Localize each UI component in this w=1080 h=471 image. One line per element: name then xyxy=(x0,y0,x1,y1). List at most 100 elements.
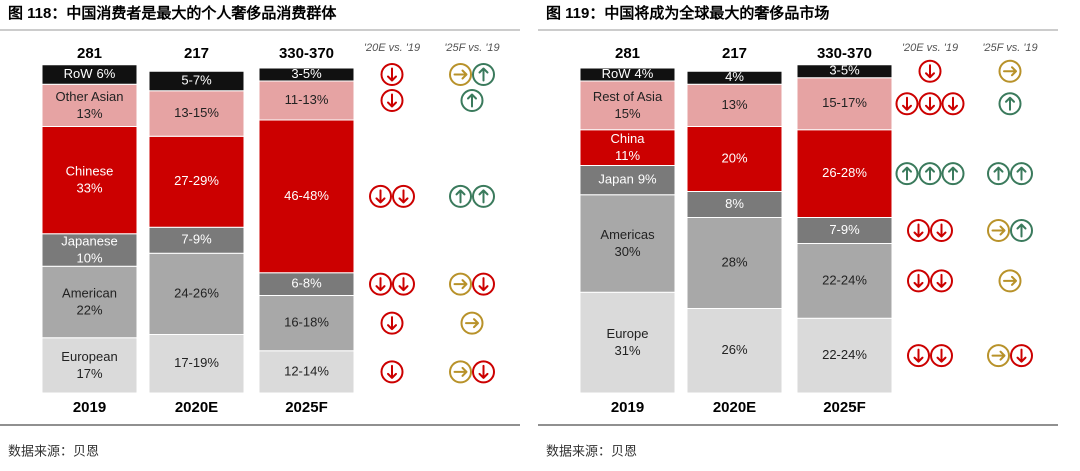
total-label: 281 xyxy=(615,45,640,62)
arrow-right xyxy=(453,69,468,80)
bar-segment xyxy=(41,83,138,127)
change-arrow xyxy=(472,184,495,208)
value-label: 22-24% xyxy=(822,272,867,287)
value-label: 15-17% xyxy=(822,95,867,110)
x-tick-label: 2019 xyxy=(611,399,644,416)
change-arrow xyxy=(907,269,930,293)
x-tick-label: 2020E xyxy=(175,399,218,416)
value-label: 5-7% xyxy=(181,72,212,87)
bar-segment xyxy=(258,350,355,394)
arrow-up xyxy=(1016,223,1027,238)
bar-segment xyxy=(686,126,783,192)
change-arrow xyxy=(895,162,919,186)
value-label: 11% xyxy=(615,148,640,163)
series-name: Other Asian xyxy=(56,89,124,104)
arrow-up xyxy=(478,67,489,82)
bar-segment xyxy=(148,90,245,137)
change-arrow xyxy=(930,269,953,293)
bar-segment xyxy=(796,243,893,319)
series-name: Chinese xyxy=(66,164,114,179)
change-arrow xyxy=(987,344,1010,368)
bar-segment xyxy=(41,337,138,394)
change-arrow xyxy=(1010,219,1033,242)
change-arrow xyxy=(460,89,484,112)
source-note: 数据来源：贝恩 xyxy=(546,443,637,458)
arrow-right xyxy=(991,350,1006,361)
arrow-down xyxy=(478,364,489,379)
arrow-down xyxy=(913,348,924,363)
arrow-down xyxy=(387,93,397,108)
change-arrow xyxy=(369,184,392,208)
chart-title: 图 119：中国将成为全球最大的奢侈品市场 xyxy=(546,4,829,22)
arrow-down xyxy=(948,96,958,111)
series-name: Rest of Asia xyxy=(593,89,663,104)
change-arrow xyxy=(460,311,484,335)
value-label: 16-18% xyxy=(284,315,329,330)
value-label: 22-24% xyxy=(822,347,867,362)
arrow-right xyxy=(1003,66,1017,77)
arrow-right xyxy=(1003,275,1017,286)
change-header: '25F vs. '19 xyxy=(444,42,499,54)
bar-segment xyxy=(579,194,676,293)
arrow-right xyxy=(453,366,468,377)
series-name: American xyxy=(62,285,117,300)
series-name: RoW xyxy=(64,66,94,81)
value-label: 7-9% xyxy=(829,222,860,237)
value-label: 11-13% xyxy=(285,92,329,107)
arrow-down xyxy=(375,189,386,204)
total-label: 281 xyxy=(77,45,102,62)
value-label: 13% xyxy=(721,97,747,112)
change-arrow xyxy=(941,162,965,186)
change-arrow xyxy=(918,92,942,116)
bar-segment xyxy=(258,80,355,121)
x-tick-label: 2019 xyxy=(73,399,106,416)
bar-segment xyxy=(796,77,893,131)
arrow-down xyxy=(478,277,489,292)
change-arrow xyxy=(907,344,930,368)
series-name: Japan xyxy=(598,172,633,187)
change-arrow xyxy=(472,272,495,296)
value-label: 12-14% xyxy=(284,363,329,378)
change-arrow xyxy=(998,269,1022,293)
value-label: 13-15% xyxy=(174,105,219,120)
bar-segment xyxy=(41,126,138,235)
change-header: '20E vs. '19 xyxy=(902,42,958,54)
arrow-down xyxy=(1016,348,1027,363)
value-label: 6% xyxy=(97,66,116,81)
value-label: 17-19% xyxy=(174,355,219,370)
total-label: 330-370 xyxy=(817,45,872,62)
value-label: 4% xyxy=(725,69,744,84)
change-arrow xyxy=(918,59,942,83)
value-label: 46-48% xyxy=(284,188,329,203)
value-label: 27-29% xyxy=(174,173,219,188)
change-arrow xyxy=(895,92,919,116)
bar-segment xyxy=(796,217,893,244)
bar-segment xyxy=(41,233,138,267)
change-arrow xyxy=(392,272,415,296)
change-header: '25F vs. '19 xyxy=(982,42,1037,54)
chart-title: 图 118：中国消费者是最大的个人奢侈品消费群体 xyxy=(8,4,337,22)
bar-segment xyxy=(148,135,245,228)
bar-segment xyxy=(686,83,783,127)
bar-segment xyxy=(579,165,676,196)
bar-segment xyxy=(686,70,783,85)
arrow-right xyxy=(465,318,479,329)
arrow-right xyxy=(453,279,468,290)
total-label: 217 xyxy=(184,45,209,62)
arrow-down xyxy=(925,64,935,79)
change-arrow xyxy=(380,63,404,86)
change-arrow xyxy=(392,184,415,208)
arrow-up xyxy=(1005,96,1015,111)
change-arrow xyxy=(449,272,472,296)
bar-segment xyxy=(258,67,355,82)
x-tick-label: 2020E xyxy=(713,399,756,416)
value-label: 33% xyxy=(76,181,102,196)
bar-segment xyxy=(796,64,893,79)
change-arrow xyxy=(449,184,472,208)
value-label: 15% xyxy=(614,106,640,121)
bar-segment xyxy=(796,317,893,394)
value-label: 3-5% xyxy=(291,66,322,81)
change-header: '20E vs. '19 xyxy=(364,42,420,54)
